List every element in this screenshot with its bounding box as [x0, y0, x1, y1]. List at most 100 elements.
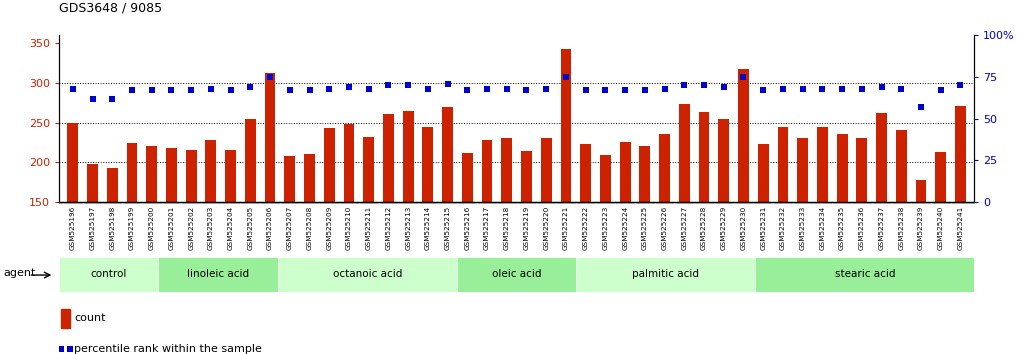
Bar	[304, 154, 315, 321]
Text: GSM525231: GSM525231	[761, 206, 766, 250]
Text: GSM525199: GSM525199	[129, 206, 135, 250]
Bar	[186, 150, 196, 321]
Bar	[323, 128, 335, 321]
Bar	[363, 137, 374, 321]
Bar	[521, 151, 532, 321]
Text: GSM525234: GSM525234	[820, 206, 826, 250]
Text: GDS3648 / 9085: GDS3648 / 9085	[59, 1, 162, 14]
Text: GSM525229: GSM525229	[721, 206, 727, 250]
Bar	[560, 49, 572, 321]
Text: GSM525213: GSM525213	[405, 206, 411, 250]
Text: GSM525237: GSM525237	[879, 206, 885, 250]
Bar	[422, 127, 433, 321]
Bar	[837, 135, 847, 321]
Text: GSM525204: GSM525204	[228, 206, 234, 250]
Text: GSM525224: GSM525224	[622, 206, 629, 250]
Bar	[146, 145, 157, 321]
Bar	[264, 73, 276, 321]
Bar	[278, 257, 457, 292]
Bar	[915, 179, 926, 321]
Text: GSM525205: GSM525205	[247, 206, 253, 250]
Text: GSM525221: GSM525221	[563, 206, 569, 250]
Text: GSM525227: GSM525227	[681, 206, 687, 250]
Text: count: count	[74, 313, 106, 323]
Text: GSM525220: GSM525220	[543, 206, 549, 250]
Text: control: control	[91, 269, 127, 279]
Bar	[640, 146, 650, 321]
Text: GSM525212: GSM525212	[385, 206, 392, 250]
Text: GSM525218: GSM525218	[503, 206, 510, 250]
Text: GSM525202: GSM525202	[188, 206, 194, 250]
Text: GSM525216: GSM525216	[465, 206, 470, 250]
Bar	[756, 257, 974, 292]
Bar	[817, 126, 828, 321]
Bar	[797, 138, 809, 321]
Text: GSM525223: GSM525223	[602, 206, 608, 250]
Text: GSM525214: GSM525214	[425, 206, 431, 250]
Bar	[205, 140, 217, 321]
Bar	[758, 144, 769, 321]
Bar	[225, 150, 236, 321]
Text: GSM525219: GSM525219	[524, 206, 530, 250]
Text: GSM525209: GSM525209	[326, 206, 333, 250]
Text: GSM525197: GSM525197	[89, 206, 96, 250]
Text: agent: agent	[3, 268, 36, 278]
Bar	[877, 113, 887, 321]
Bar	[67, 122, 78, 321]
Text: oleic acid: oleic acid	[492, 269, 541, 279]
Text: GSM525232: GSM525232	[780, 206, 786, 250]
Text: GSM525211: GSM525211	[366, 206, 371, 250]
Bar	[166, 148, 177, 321]
Text: octanoic acid: octanoic acid	[333, 269, 402, 279]
Bar	[541, 138, 551, 321]
Bar	[778, 127, 788, 321]
Bar	[659, 135, 670, 321]
Text: GSM525203: GSM525203	[207, 206, 214, 250]
Bar	[679, 104, 690, 321]
Text: GSM525196: GSM525196	[70, 206, 76, 250]
Text: GSM525233: GSM525233	[799, 206, 805, 250]
Text: GSM525207: GSM525207	[287, 206, 293, 250]
Text: GSM525238: GSM525238	[898, 206, 904, 250]
Text: GSM525215: GSM525215	[444, 206, 451, 250]
Text: GSM525235: GSM525235	[839, 206, 845, 250]
Bar	[581, 144, 591, 321]
Text: GSM525241: GSM525241	[957, 206, 963, 250]
Bar	[936, 152, 946, 321]
Bar	[462, 153, 473, 321]
Text: GSM525239: GSM525239	[918, 206, 924, 250]
Bar	[403, 111, 414, 321]
Text: GSM525228: GSM525228	[701, 206, 707, 250]
Text: GSM525240: GSM525240	[938, 206, 944, 250]
Bar	[699, 112, 710, 321]
Text: GSM525200: GSM525200	[148, 206, 155, 250]
Bar	[457, 257, 577, 292]
Text: GSM525225: GSM525225	[642, 206, 648, 250]
Text: palmitic acid: palmitic acid	[633, 269, 700, 279]
Text: GSM525222: GSM525222	[583, 206, 589, 250]
Text: stearic acid: stearic acid	[835, 269, 895, 279]
Bar	[955, 106, 966, 321]
Text: GSM525206: GSM525206	[267, 206, 273, 250]
Text: GSM525201: GSM525201	[169, 206, 175, 250]
Bar	[59, 257, 159, 292]
Bar	[600, 155, 611, 321]
Bar	[285, 156, 295, 321]
Text: linoleic acid: linoleic acid	[187, 269, 249, 279]
Bar	[501, 138, 513, 321]
Text: GSM525210: GSM525210	[346, 206, 352, 250]
Text: percentile rank within the sample: percentile rank within the sample	[74, 344, 262, 354]
Text: GSM525208: GSM525208	[306, 206, 312, 250]
Bar	[738, 69, 749, 321]
Bar	[87, 164, 98, 321]
Text: GSM525226: GSM525226	[662, 206, 667, 250]
Bar	[383, 114, 394, 321]
Bar	[107, 168, 118, 321]
Bar	[856, 138, 868, 321]
Bar	[577, 257, 756, 292]
Bar	[619, 142, 631, 321]
Text: GSM525198: GSM525198	[109, 206, 115, 250]
Bar	[245, 119, 255, 321]
Text: GSM525230: GSM525230	[740, 206, 746, 250]
Bar	[482, 140, 492, 321]
